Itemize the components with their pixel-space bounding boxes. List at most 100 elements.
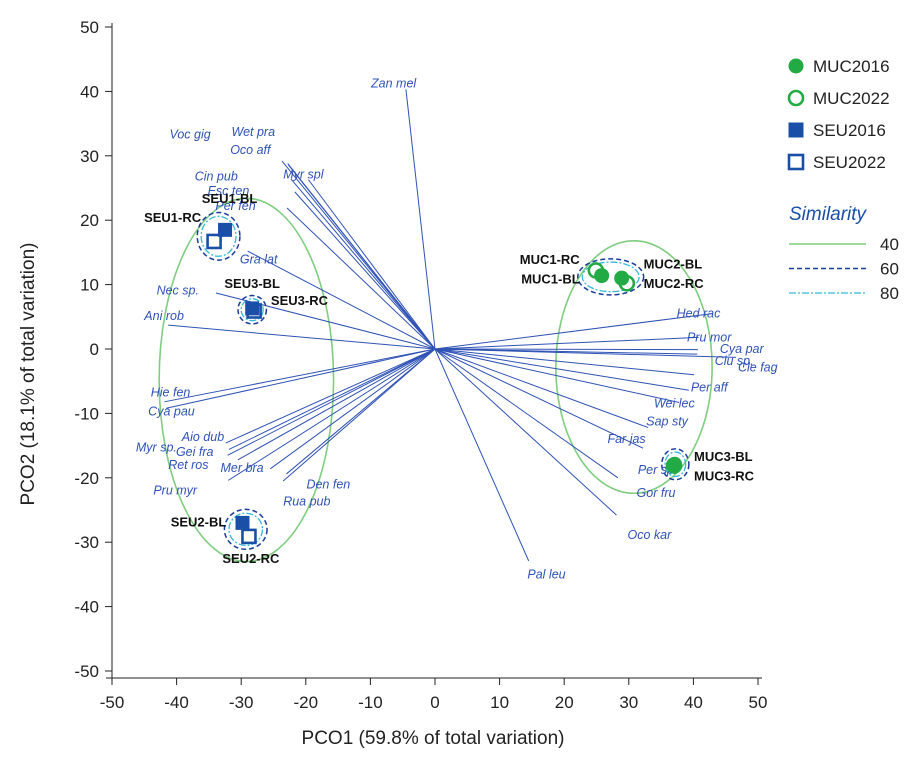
similarity-contour-80-9 xyxy=(581,261,640,293)
sample-label-muc1-rc: MUC1-RC xyxy=(520,252,581,267)
legend-marker-seu2016 xyxy=(788,122,804,138)
y-tick-label--30: -30 xyxy=(74,533,99,552)
vector-myr-sp xyxy=(227,348,436,456)
vector-label-mer-bra: Mer bra xyxy=(221,461,264,475)
vector-gra-lat xyxy=(247,250,436,350)
sample-label-seu3-bl: SEU3-BL xyxy=(224,276,280,291)
legend-label-muc2022: MUC2022 xyxy=(813,89,890,108)
point-seu2-bl xyxy=(235,515,250,530)
vector-label-per-fen: Per fen xyxy=(215,199,255,213)
vector-label-wet-pra: Wet pra xyxy=(232,125,276,139)
vector-mer-bra xyxy=(269,348,436,470)
vector-hed-rac xyxy=(434,313,713,350)
y-axis-title: PCO2 (18.1% of total variation) xyxy=(18,243,39,506)
legend-marker-seu2022 xyxy=(787,153,805,171)
sample-label-seu1-bl: SEU1-BL xyxy=(202,191,258,206)
x-tick-label--50: -50 xyxy=(100,693,125,712)
vector-label-gra-lat: Gra lat xyxy=(240,252,278,266)
y-tick-label--40: -40 xyxy=(74,598,99,617)
sample-label-muc3-rc: MUC3-RC xyxy=(694,468,755,483)
species-vectors: Zan mel Voc gig Wet pra Oco aff Cin pub Myr s… xyxy=(136,77,778,582)
y-tick-label-20: 20 xyxy=(80,211,99,230)
x-tick-label-0: 0 xyxy=(430,693,439,712)
legend-label-muc2016: MUC2016 xyxy=(813,57,890,76)
vector-myr-spl xyxy=(307,179,436,350)
vector-label-hie-fen: Hie fen xyxy=(151,386,191,400)
sample-label-seu2-bl: SEU2-BL xyxy=(171,515,227,530)
x-tick-label-10: 10 xyxy=(490,693,509,712)
vector-per-fen xyxy=(286,207,436,350)
y-tick-label--50: -50 xyxy=(74,662,99,681)
legend-marker-muc2022 xyxy=(787,89,805,107)
sample-label-muc3-bl: MUC3-BL xyxy=(694,449,753,464)
vector-label-pal-leu: Pal leu xyxy=(527,567,565,581)
legend-label-seu2022: SEU2022 xyxy=(813,153,886,172)
similarity-contour-80-11 xyxy=(664,451,687,478)
vector-den-fen xyxy=(286,348,436,475)
similarity-contour-60-8 xyxy=(577,258,645,296)
x-tick-label-40: 40 xyxy=(684,693,703,712)
vector-pal-leu xyxy=(434,348,530,562)
vector-hie-fen xyxy=(164,348,436,403)
vector-far-jas xyxy=(434,348,649,429)
y-tick-label-40: 40 xyxy=(80,82,99,101)
similarity-contour-80-5 xyxy=(240,298,264,322)
vector-label-gei-fra: Gei fra xyxy=(176,445,214,459)
sample-label-seu3-rc: SEU3-RC xyxy=(271,293,329,308)
vector-ani-rob xyxy=(168,324,436,350)
vector-pru-mor xyxy=(434,336,699,350)
vector-label-voc-gig: Voc gig xyxy=(169,127,210,141)
point-muc2-bl xyxy=(614,270,630,286)
sample-label-muc1-bl: MUC1-BL xyxy=(521,271,580,286)
x-tick-label--10: -10 xyxy=(358,693,383,712)
y-tick-label-50: 50 xyxy=(80,18,99,37)
vector-cya-par xyxy=(434,348,698,351)
sample-label-seu2-rc: SEU2-RC xyxy=(222,551,280,566)
sample-label-muc2-rc: MUC2-RC xyxy=(644,276,705,291)
sample-label-muc2-bl: MUC2-BL xyxy=(644,257,703,272)
vector-gei-fra xyxy=(228,348,436,450)
vector-cle-fag xyxy=(434,348,737,358)
similarity-contour-40-1 xyxy=(555,240,713,495)
similarity-contours xyxy=(158,197,713,563)
vector-label-gor-fru: Gor fru xyxy=(637,486,676,500)
vector-label-cya-par: Cya par xyxy=(720,342,765,356)
x-axis-title: PCO1 (59.8% of total variation) xyxy=(302,728,565,749)
vector-label-oco-aff: Oco aff xyxy=(230,143,272,157)
x-tick-label--20: -20 xyxy=(294,693,319,712)
similarity-contour-40-0 xyxy=(158,197,335,563)
vector-wei-lec xyxy=(434,348,689,391)
legend-similarity-title: Similarity xyxy=(789,204,868,225)
axes: -50 -40 -30 -20 -10 0 10 20 30 40 50 -50 -40 -30 -20 -1… xyxy=(74,18,767,712)
similarity-contour-80-7 xyxy=(228,512,264,547)
similarity-contour-60-2 xyxy=(196,211,241,261)
vector-label-cya-pau: Cya pau xyxy=(148,404,195,418)
y-tick-label--10: -10 xyxy=(74,404,99,423)
x-tick-label--30: -30 xyxy=(229,693,254,712)
vector-label-cle-fag: Cle fag xyxy=(738,361,778,375)
vector-zan-mel xyxy=(405,89,436,350)
similarity-contour-80-3 xyxy=(200,215,237,257)
vector-label-zan-mel: Zan mel xyxy=(370,77,417,91)
vector-label-nec-sp: Nec sp. xyxy=(157,283,199,297)
vector-label-wei-lec: Wei lec xyxy=(654,397,696,411)
similarity-contour-60-4 xyxy=(237,294,268,325)
vector-label-myr-sp: Myr sp. xyxy=(136,440,177,454)
legend: MUC2016 MUC2022 SEU2016 SEU2022 Similarity 40… xyxy=(787,57,899,303)
point-seu2-rc xyxy=(241,528,257,545)
point-seu1-bl xyxy=(218,222,233,237)
vector-label-pru-mor: Pru mor xyxy=(687,330,732,344)
point-muc3-bl xyxy=(667,456,683,472)
vector-label-per-aff: Per aff xyxy=(691,381,729,395)
y-tick-label-10: 10 xyxy=(80,276,99,295)
vector-rua-pub xyxy=(282,348,436,482)
x-tick-label-20: 20 xyxy=(555,693,574,712)
vector-label-pru-myr: Pru myr xyxy=(153,484,198,498)
vector-sap-sty xyxy=(434,348,680,403)
vector-esc-ten xyxy=(294,191,436,350)
legend-similarity-label-60: 60 xyxy=(880,260,899,279)
vector-label-ani-rob: Ani rob xyxy=(143,309,184,323)
legend-similarity-label-40: 40 xyxy=(880,235,899,254)
